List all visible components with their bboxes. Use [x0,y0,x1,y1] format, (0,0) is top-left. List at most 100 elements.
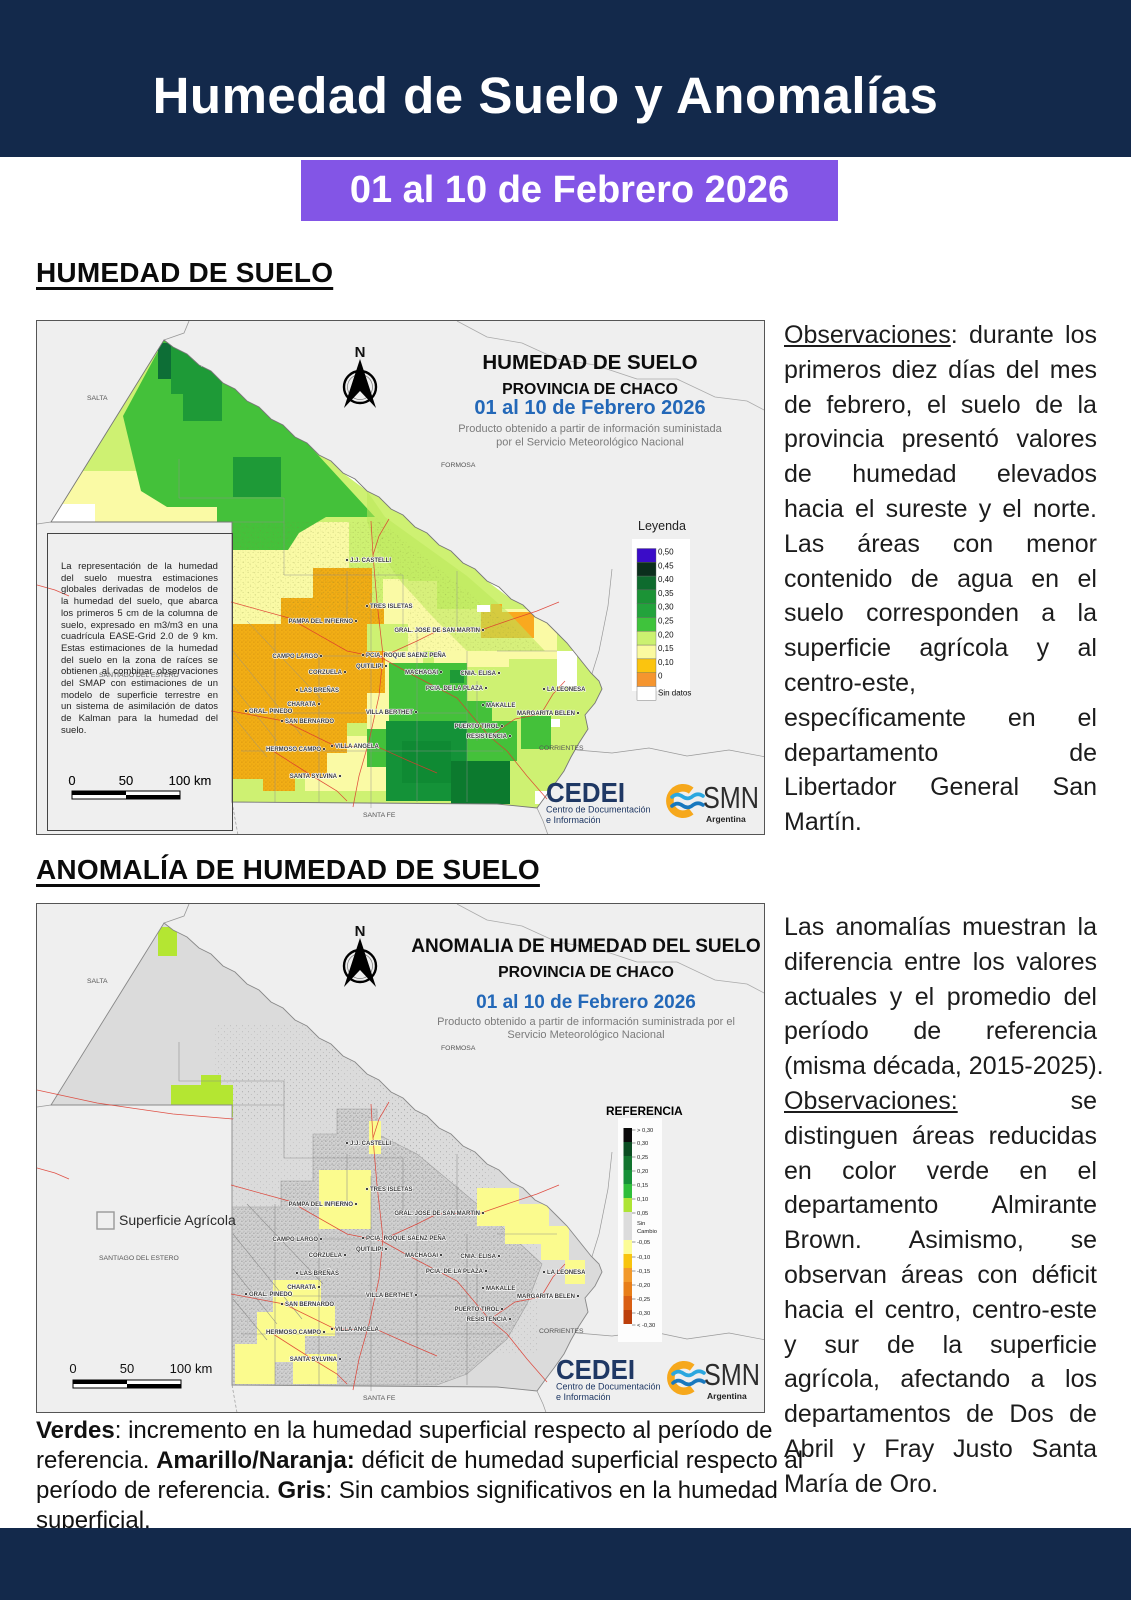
svg-text:0,10: 0,10 [637,1197,648,1203]
svg-text:RESISTENCIA: RESISTENCIA [467,1317,508,1323]
svg-text:GRAL. PINEDO: GRAL. PINEDO [249,1292,293,1298]
svg-text:01 al 10 de Febrero 2026: 01 al 10 de Febrero 2026 [474,397,705,419]
svg-text:PCIA. ROQUE SAENZ PEÑA: PCIA. ROQUE SAENZ PEÑA [366,1235,447,1242]
svg-text:TRES ISLETAS: TRES ISLETAS [370,1187,413,1193]
svg-text:Servicio Meteorológico Naciona: Servicio Meteorológico Nacional [507,1029,664,1041]
svg-text:SAN BERNARDO: SAN BERNARDO [285,719,334,725]
svg-text:FORMOSA: FORMOSA [441,1045,476,1052]
svg-text:PCIA. DE LA PLAZA: PCIA. DE LA PLAZA [426,686,484,692]
svg-text:e Información: e Información [546,815,601,825]
svg-text:0,15: 0,15 [637,1183,648,1189]
svg-text:-0,05: -0,05 [637,1240,650,1246]
svg-text:50: 50 [119,773,133,788]
svg-text:SANTA FE: SANTA FE [363,812,396,819]
svg-text:PAMPA DEL INFIERNO: PAMPA DEL INFIERNO [289,1202,354,1208]
svg-text:SANTIAGO DEL ESTERO: SANTIAGO DEL ESTERO [99,1255,179,1262]
svg-text:CORZUELA: CORZUELA [309,1253,343,1259]
svg-text:PUERTO TIROL: PUERTO TIROL [454,724,499,730]
svg-text:FORMOSA: FORMOSA [441,462,476,469]
svg-text:0,05: 0,05 [637,1211,648,1217]
svg-text:CNIA. ELISA: CNIA. ELISA [460,1254,496,1260]
svg-text:CORRIENTES: CORRIENTES [539,745,584,752]
svg-text:-0,15: -0,15 [637,1269,650,1275]
svg-text:GRAL. PINEDO: GRAL. PINEDO [249,709,293,715]
svg-text:50: 50 [120,1361,134,1376]
svg-text:Cambio: Cambio [637,1229,657,1235]
svg-text:VILLA ANGELA: VILLA ANGELA [335,1327,380,1333]
svg-text:PCIA. ROQUE SAENZ PEÑA: PCIA. ROQUE SAENZ PEÑA [366,652,447,659]
svg-text:MAKALLE: MAKALLE [486,1286,515,1292]
svg-text:0: 0 [658,672,663,681]
svg-text:GRAL. JOSE DE SAN MARTIN: GRAL. JOSE DE SAN MARTIN [394,1211,480,1217]
svg-text:Sin: Sin [637,1221,645,1227]
svg-text:0,40: 0,40 [658,575,674,584]
svg-text:CORRIENTES: CORRIENTES [539,1328,584,1335]
svg-text:-0,25: -0,25 [637,1297,650,1303]
svg-text:0,10: 0,10 [658,658,674,667]
svg-text:QUITILIPI: QUITILIPI [356,664,383,670]
svg-text:RESISTENCIA: RESISTENCIA [467,734,508,740]
svg-text:J.J. CASTELLI: J.J. CASTELLI [350,1141,391,1147]
svg-text:LA LEONESA: LA LEONESA [547,1270,586,1276]
svg-text:CORZUELA: CORZUELA [309,670,343,676]
svg-text:VILLA ANGELA: VILLA ANGELA [335,744,380,750]
svg-text:Leyenda: Leyenda [638,519,686,533]
svg-text:PCIA. DE LA PLAZA: PCIA. DE LA PLAZA [426,1269,484,1275]
svg-text:CHARATA: CHARATA [287,702,316,708]
svg-text:TRES ISLETAS: TRES ISLETAS [370,604,413,610]
svg-text:CEDEI: CEDEI [546,777,625,808]
svg-text:SALTA: SALTA [87,395,108,402]
svg-text:0: 0 [68,773,75,788]
svg-text:01 al 10 de Febrero 2026: 01 al 10 de Febrero 2026 [476,992,696,1013]
svg-text:ANOMALIA DE HUMEDAD DEL SUELO: ANOMALIA DE HUMEDAD DEL SUELO [411,936,760,957]
svg-text:0,30: 0,30 [658,603,674,612]
svg-text:Producto obtenido a partir de: Producto obtenido a partir de informació… [437,1016,735,1028]
svg-text:HERMOSO CAMPO: HERMOSO CAMPO [266,1330,321,1336]
svg-text:LAS BREÑAS: LAS BREÑAS [300,1270,339,1277]
svg-text:0,15: 0,15 [658,644,674,653]
svg-text:SANTIAGO DEL ESTERO: SANTIAGO DEL ESTERO [99,672,179,679]
svg-text:e Información: e Información [556,1392,611,1402]
svg-text:MACHAGAI: MACHAGAI [405,670,438,676]
svg-text:Producto obtenido a partir de: Producto obtenido a partir de informació… [458,423,722,435]
svg-text:VILLA BERTHET: VILLA BERTHET [366,1293,413,1299]
svg-text:SMN: SMN [704,1357,760,1392]
svg-text:SMN: SMN [703,780,759,815]
svg-text:HERMOSO CAMPO: HERMOSO CAMPO [266,747,321,753]
svg-text:PAMPA DEL INFIERNO: PAMPA DEL INFIERNO [289,619,354,625]
svg-text:QUITILIPI: QUITILIPI [356,1247,383,1253]
svg-text:Argentina: Argentina [706,814,746,824]
svg-text:MARGARITA BELEN: MARGARITA BELEN [517,1294,575,1300]
svg-text:MARGARITA BELEN: MARGARITA BELEN [517,711,575,717]
svg-text:MAKALLE: MAKALLE [486,703,515,709]
svg-text:100 km: 100 km [169,773,212,788]
svg-text:SANTA FE: SANTA FE [363,1395,396,1402]
svg-text:MACHAGAI: MACHAGAI [405,1253,438,1259]
svg-text:Argentina: Argentina [707,1391,747,1401]
svg-text:SAN BERNARDO: SAN BERNARDO [285,1302,334,1308]
svg-text:por el Servicio Meteorológico: por el Servicio Meteorológico Nacional [496,437,684,449]
svg-text:0,25: 0,25 [658,617,674,626]
svg-text:CAMPO LARGO: CAMPO LARGO [272,1237,318,1243]
svg-text:HUMEDAD DE SUELO: HUMEDAD DE SUELO [482,351,697,374]
svg-text:Centro de Documentación: Centro de Documentación [556,1382,661,1392]
svg-text:> 0,30: > 0,30 [637,1128,653,1134]
svg-text:0,20: 0,20 [658,630,674,639]
svg-text:0,30: 0,30 [637,1141,648,1147]
svg-text:-0,20: -0,20 [637,1283,650,1289]
svg-text:J.J. CASTELLI: J.J. CASTELLI [350,558,391,564]
svg-text:LAS BREÑAS: LAS BREÑAS [300,687,339,694]
svg-text:CHARATA: CHARATA [287,1285,316,1291]
svg-text:VILLA BERTHET: VILLA BERTHET [366,710,413,716]
svg-text:0,20: 0,20 [637,1169,648,1175]
svg-text:0,50: 0,50 [658,548,674,557]
svg-text:Superficie Agrícola: Superficie Agrícola [119,1212,236,1228]
svg-text:SALTA: SALTA [87,978,108,985]
svg-text:SANTA SYLVINA: SANTA SYLVINA [290,1357,338,1363]
svg-text:< -0,30: < -0,30 [637,1323,655,1329]
svg-text:PROVINCIA DE CHACO: PROVINCIA DE CHACO [502,381,678,398]
svg-text:0,35: 0,35 [658,589,674,598]
svg-text:0,25: 0,25 [637,1155,648,1161]
svg-text:CEDEI: CEDEI [556,1354,635,1385]
svg-text:REFERENCIA: REFERENCIA [606,1104,683,1118]
